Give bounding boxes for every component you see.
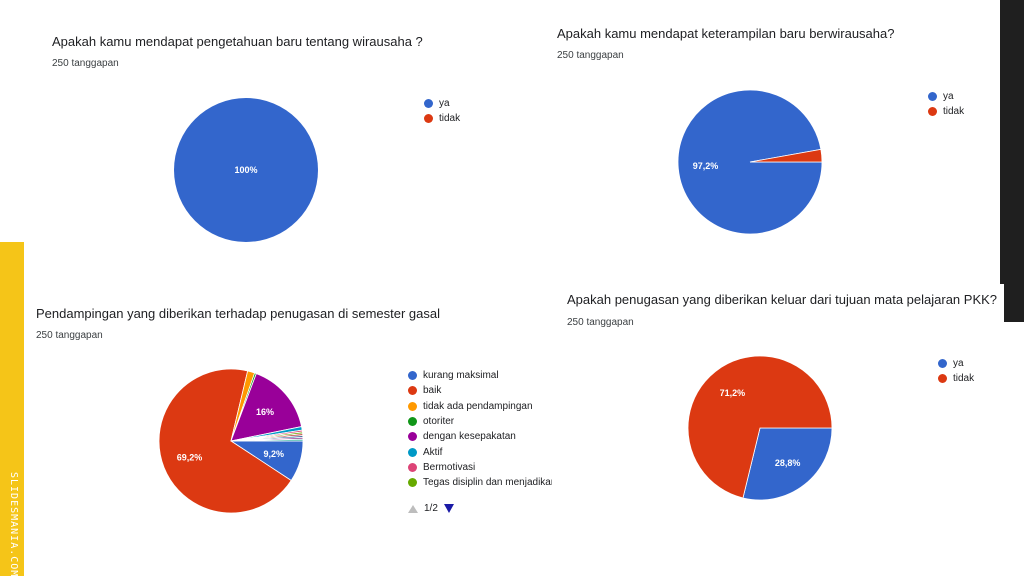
legend-item: kurang maksimal (408, 368, 562, 383)
legend-label: otoriter (423, 416, 455, 428)
legend-item: Bermotivasi (408, 460, 562, 475)
pie-chart-3: 9,2% 69,2% 16% (158, 368, 304, 514)
legend-label: kurang maksimal (423, 370, 499, 382)
slice-label: 100% (234, 165, 257, 175)
chart-title: Apakah penugasan yang diberikan keluar d… (567, 292, 998, 307)
legend-swatch (408, 462, 417, 472)
legend-swatch (408, 386, 417, 396)
legend-swatch (424, 114, 433, 124)
response-count: 250 tanggapan (52, 58, 119, 69)
slidesmania-watermark: SLIDESMANIA.COM (8, 472, 19, 577)
legend-label: ya (943, 91, 954, 103)
legend-swatch (408, 478, 417, 488)
legend-label: Tegas disiplin dan menjadikan sa (423, 477, 562, 489)
pie-chart-4: 28,8% 71,2% (687, 355, 833, 501)
legend-label: baik (423, 385, 442, 397)
legend-label: ya (439, 98, 450, 110)
legend-item: ya (424, 96, 460, 111)
legend-swatch (928, 107, 937, 117)
legend-swatch (424, 99, 433, 109)
slice-label: 97,2% (693, 161, 719, 171)
legend-item: ya (938, 356, 974, 371)
legend-label: ya (953, 358, 964, 370)
pie-chart-1: 100% (174, 98, 318, 242)
pie-slice-ya (742, 427, 833, 501)
slice-label: 71,2% (720, 388, 746, 398)
response-count: 250 tanggapan (557, 50, 624, 61)
pie-slice-tidak (749, 148, 823, 163)
legend-label: Aktif (423, 446, 443, 458)
legend-label: tidak (953, 373, 975, 385)
pie-slice-lainnya-4 (230, 438, 304, 442)
chart-title: Apakah kamu mendapat keterampilan baru b… (557, 26, 895, 41)
legend-label: Bermotivasi (423, 461, 476, 473)
legend-swatch (928, 92, 937, 102)
legend-item: dengan kesepakatan (408, 429, 562, 444)
pie-slice-dengan-kesepakatan (230, 373, 303, 442)
legend-label: dengan kesepakatan (423, 431, 516, 443)
legend-item: tidak (424, 111, 460, 126)
pie-slice-tidak (687, 355, 833, 499)
legend-item: tidak ada pendampingan (408, 399, 562, 414)
response-count: 250 tanggapan (36, 330, 103, 341)
legend-swatch (408, 371, 417, 381)
slice-label: 9,2% (264, 449, 285, 459)
next-page-icon[interactable] (443, 504, 454, 513)
legend-4: ya tidak (938, 356, 974, 387)
pie-chart-2: 97,2% (677, 89, 823, 235)
legend-label: tidak ada pendampingan (423, 400, 533, 412)
pie-slice-ya (174, 98, 318, 242)
legend-item: otoriter (408, 414, 562, 429)
legend-swatch (938, 359, 947, 369)
legend-swatch (408, 401, 417, 411)
legend-swatch (408, 432, 417, 442)
legend-page-indicator: 1/2 (424, 503, 438, 514)
legend-swatch (938, 374, 947, 384)
legend-label: tidak (943, 106, 965, 118)
legend-label: tidak (439, 113, 461, 125)
legend-item: tidak (938, 371, 974, 386)
legend-item: Aktif (408, 444, 562, 459)
legend-item: baik (408, 383, 562, 398)
legend-swatch (408, 417, 417, 427)
legend-item: Tegas disiplin dan menjadikan sa (408, 475, 562, 490)
response-count: 250 tanggapan (567, 317, 634, 328)
slice-label: 28,8% (775, 458, 801, 468)
legend-1: ya tidak (424, 96, 460, 127)
legend-3: kurang maksimal baik tidak ada pendampinga… (408, 368, 562, 490)
right-edge-bar (1000, 0, 1024, 322)
pie-slice-baik (158, 368, 292, 514)
chart-title: Apakah kamu mendapat pengetahuan baru te… (52, 34, 423, 49)
slice-label: 16% (256, 407, 274, 417)
legend-swatch (408, 447, 417, 457)
previous-page-icon[interactable] (408, 504, 418, 513)
side-accent-strip (0, 242, 24, 576)
legend-item: tidak (928, 104, 964, 119)
legend-pager: 1/2 (408, 503, 454, 514)
slice-label: 69,2% (177, 452, 203, 462)
chart-title: Pendampingan yang diberikan terhadap pen… (36, 306, 441, 321)
legend-2: ya tidak (928, 89, 964, 120)
legend-item: ya (928, 89, 964, 104)
